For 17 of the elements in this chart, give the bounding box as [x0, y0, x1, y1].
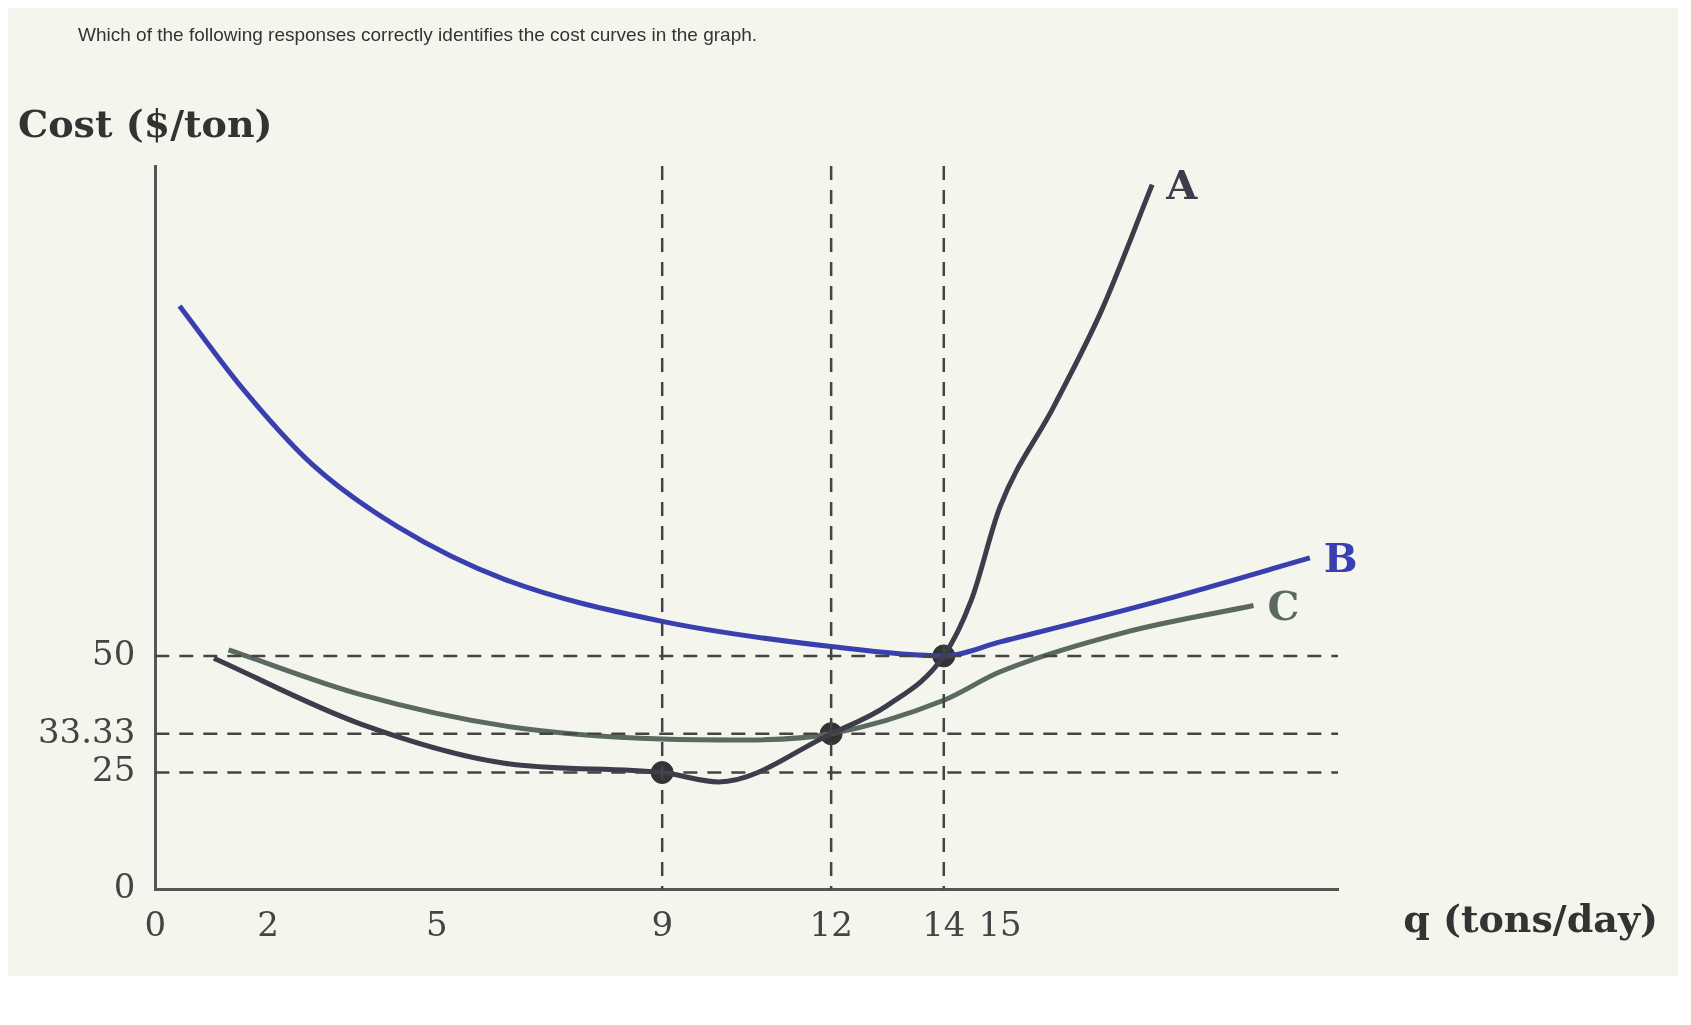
x-tick-label: 9 [651, 904, 674, 945]
x-tick-label: 12 [809, 904, 853, 945]
series-label: B [1323, 534, 1358, 582]
x-tick-label: 15 [978, 904, 1022, 945]
x-tick-label: 5 [426, 904, 448, 945]
y-tick-label: 33.33 [37, 710, 136, 751]
x-axis-title: q (tons/day) [1403, 896, 1658, 942]
y-tick-label: 25 [92, 749, 136, 790]
chart-title: Which of the following responses correctly identifies the cost curves in the graph. [77, 23, 759, 47]
y-axis-title: Cost ($/ton) [18, 100, 273, 146]
x-tick-label: 14 [922, 904, 966, 945]
y-tick-label: 50 [92, 632, 136, 673]
series-label: A [1165, 161, 1199, 209]
series-label: C [1267, 581, 1300, 629]
y-tick-label: 0 [113, 866, 136, 907]
x-tick-label: 2 [257, 904, 279, 945]
x-tick-label: 0 [144, 904, 167, 945]
